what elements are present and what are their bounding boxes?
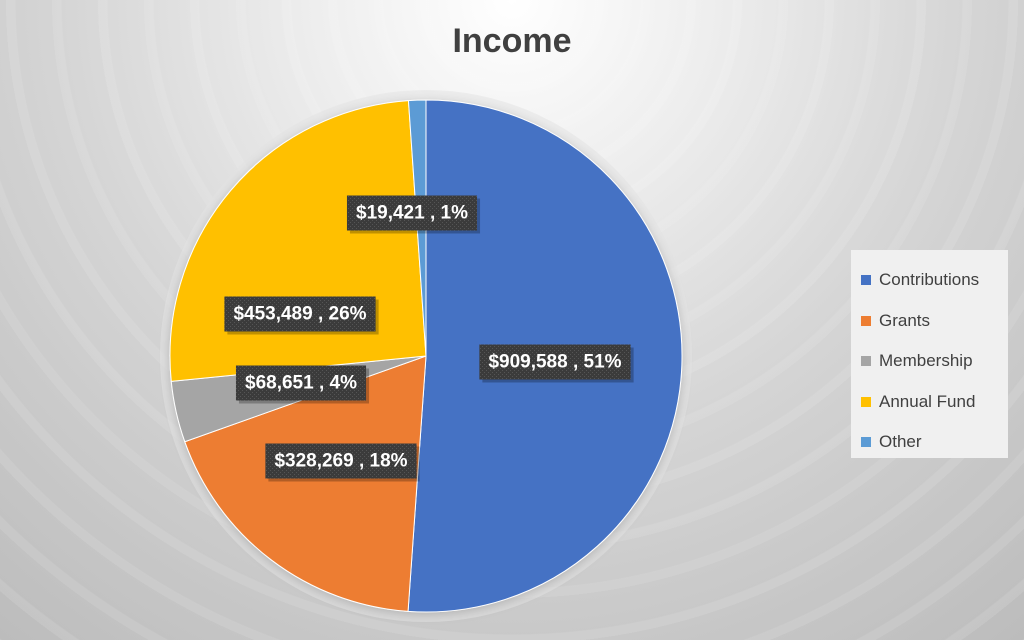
- pie-slice-annual-fund: [169, 100, 427, 382]
- legend-item-membership: Membership: [861, 341, 1008, 382]
- data-label-text: $68,651 , 4%: [245, 373, 357, 394]
- data-labels: $909,588 , 51% $328,269 , 18% $68,651 , 4%…: [224, 195, 634, 482]
- legend-swatch: [861, 356, 871, 367]
- data-label-text: $19,421 , 1%: [356, 203, 468, 224]
- data-label-background: [265, 443, 417, 479]
- legend-item-contributions: Contributions: [861, 260, 1008, 301]
- data-label-annual-fund: $453,489 , 26%: [224, 296, 379, 335]
- data-label-text: $909,588 , 51%: [488, 352, 621, 373]
- legend-label: Membership: [879, 351, 973, 371]
- legend-swatch: [861, 437, 871, 448]
- legend-item-other: Other: [861, 422, 1008, 463]
- legend: Contributions Grants Membership Annual Fund…: [851, 250, 1008, 458]
- legend-label: Grants: [879, 310, 931, 330]
- data-label-membership: $68,651 , 4%: [235, 365, 370, 404]
- pie-slice-grants: [184, 355, 427, 612]
- data-label-text: $328,269 , 18%: [274, 451, 407, 472]
- data-label-background: [224, 296, 376, 332]
- legend-label: Annual Fund: [879, 391, 976, 411]
- data-label-other: $19,421 , 1%: [346, 195, 481, 234]
- data-label-background: [479, 344, 631, 380]
- legend-label: Contributions: [879, 270, 980, 290]
- data-label-text: $453,489 , 26%: [233, 304, 366, 325]
- legend-item-grants: Grants: [861, 301, 1008, 342]
- data-label-background: [235, 365, 367, 401]
- legend-swatch: [861, 275, 871, 286]
- chart-title: Income: [452, 22, 572, 60]
- legend-swatch: [861, 315, 871, 326]
- legend-item-annual-fund: Annual Fund: [861, 382, 1008, 423]
- data-label-grants: $328,269 , 18%: [265, 443, 420, 482]
- legend-label: Other: [879, 432, 922, 452]
- data-label-contributions: $909,588 , 51%: [479, 344, 634, 383]
- data-label-background: [346, 195, 478, 231]
- legend-swatch: [861, 396, 871, 407]
